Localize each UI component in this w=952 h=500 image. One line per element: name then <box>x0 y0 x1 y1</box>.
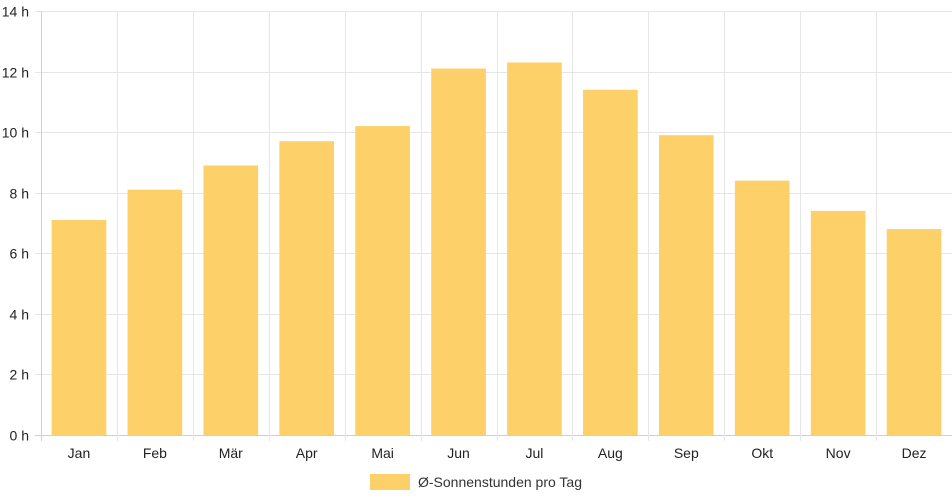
bar-feb[interactable] <box>127 189 183 435</box>
bar-aug[interactable] <box>583 89 638 435</box>
bar-okt[interactable] <box>734 180 790 435</box>
x-tick-label: Apr <box>296 445 318 461</box>
bar-jan[interactable] <box>51 219 107 435</box>
y-tick-label: 4 h <box>10 307 29 323</box>
x-tick-label: Sep <box>674 445 699 461</box>
bar-dez[interactable] <box>886 229 942 435</box>
y-tick-label: 10 h <box>2 125 29 141</box>
x-tick-label: Okt <box>751 445 773 461</box>
y-tick-label: 6 h <box>10 246 29 262</box>
legend[interactable]: Ø-Sonnenstunden pro Tag <box>370 474 582 490</box>
x-tick-label: Feb <box>143 445 167 461</box>
bar-series <box>51 62 942 436</box>
x-tick-label: Aug <box>598 445 623 461</box>
x-tick-label: Jun <box>447 445 470 461</box>
bar-apr[interactable] <box>279 141 335 435</box>
x-tick-label: Dez <box>902 445 927 461</box>
x-tick-label: Jul <box>526 445 544 461</box>
legend-label[interactable]: Ø-Sonnenstunden pro Tag <box>418 474 582 490</box>
y-tick-label: 0 h <box>10 428 29 444</box>
y-tick-label: 2 h <box>10 367 29 383</box>
bar-jun[interactable] <box>431 68 486 436</box>
x-tick-label: Nov <box>826 445 851 461</box>
grid-lines <box>35 11 952 441</box>
x-axis-tick-labels: Jan Feb Mär Apr Mai Jun Jul Aug Sep Okt Nov Dez <box>68 445 927 461</box>
bar-nov[interactable] <box>810 210 866 435</box>
bar-sep[interactable] <box>658 135 714 435</box>
y-tick-label: 8 h <box>10 186 29 202</box>
legend-swatch[interactable] <box>370 474 410 490</box>
y-tick-label: 12 h <box>2 65 29 81</box>
x-tick-label: Mär <box>219 445 243 461</box>
bar-mai[interactable] <box>355 126 410 435</box>
bar-mär[interactable] <box>203 165 259 435</box>
y-tick-label: 14 h <box>2 4 29 20</box>
x-tick-label: Jan <box>68 445 91 461</box>
bar-jul[interactable] <box>507 62 562 435</box>
x-tick-label: Mai <box>371 445 394 461</box>
y-axis-tick-labels: 0 h 2 h 4 h 6 h 8 h 10 h 12 h 14 h <box>2 4 29 444</box>
